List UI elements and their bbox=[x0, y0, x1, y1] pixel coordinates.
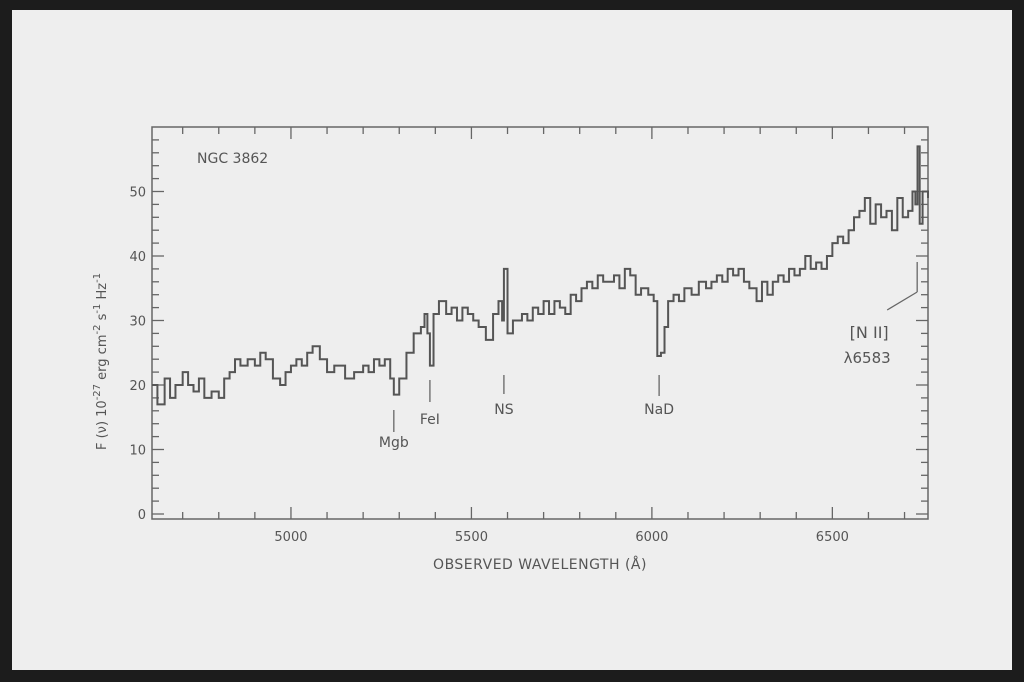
annotation-leader bbox=[886, 291, 918, 311]
annotation-nad: NaD bbox=[644, 402, 674, 418]
photo-card bbox=[12, 10, 1012, 670]
annotation-nii: [N II] bbox=[850, 323, 889, 342]
y-axis-label: F (ν) 10-27 erg cm-2 s-1 Hz-1 bbox=[92, 273, 110, 450]
y-tick-label: 40 bbox=[129, 250, 146, 265]
y-tick-label: 20 bbox=[129, 379, 146, 394]
plot-frame bbox=[151, 126, 929, 520]
x-tick-label: 6000 bbox=[635, 530, 668, 545]
x-tick-label: 5500 bbox=[455, 530, 488, 545]
y-tick-label: 0 bbox=[138, 508, 146, 523]
annotation-mgb: Mgb bbox=[379, 435, 409, 451]
x-tick-label: 6500 bbox=[816, 530, 849, 545]
annotation-fei: FeI bbox=[420, 412, 440, 428]
x-tick-label: 5000 bbox=[274, 530, 307, 545]
chart-title: NGC 3862 bbox=[197, 151, 268, 167]
y-tick-label: 30 bbox=[129, 315, 146, 330]
annotation-ns: NS bbox=[494, 402, 513, 418]
spectrum-line bbox=[152, 145, 929, 406]
y-tick-label: 10 bbox=[129, 444, 146, 459]
x-axis-label: OBSERVED WAVELENGTH (Å) bbox=[433, 556, 647, 573]
annotation-nii-wavelength: λ6583 bbox=[844, 349, 891, 367]
y-tick-label: 50 bbox=[129, 186, 146, 201]
